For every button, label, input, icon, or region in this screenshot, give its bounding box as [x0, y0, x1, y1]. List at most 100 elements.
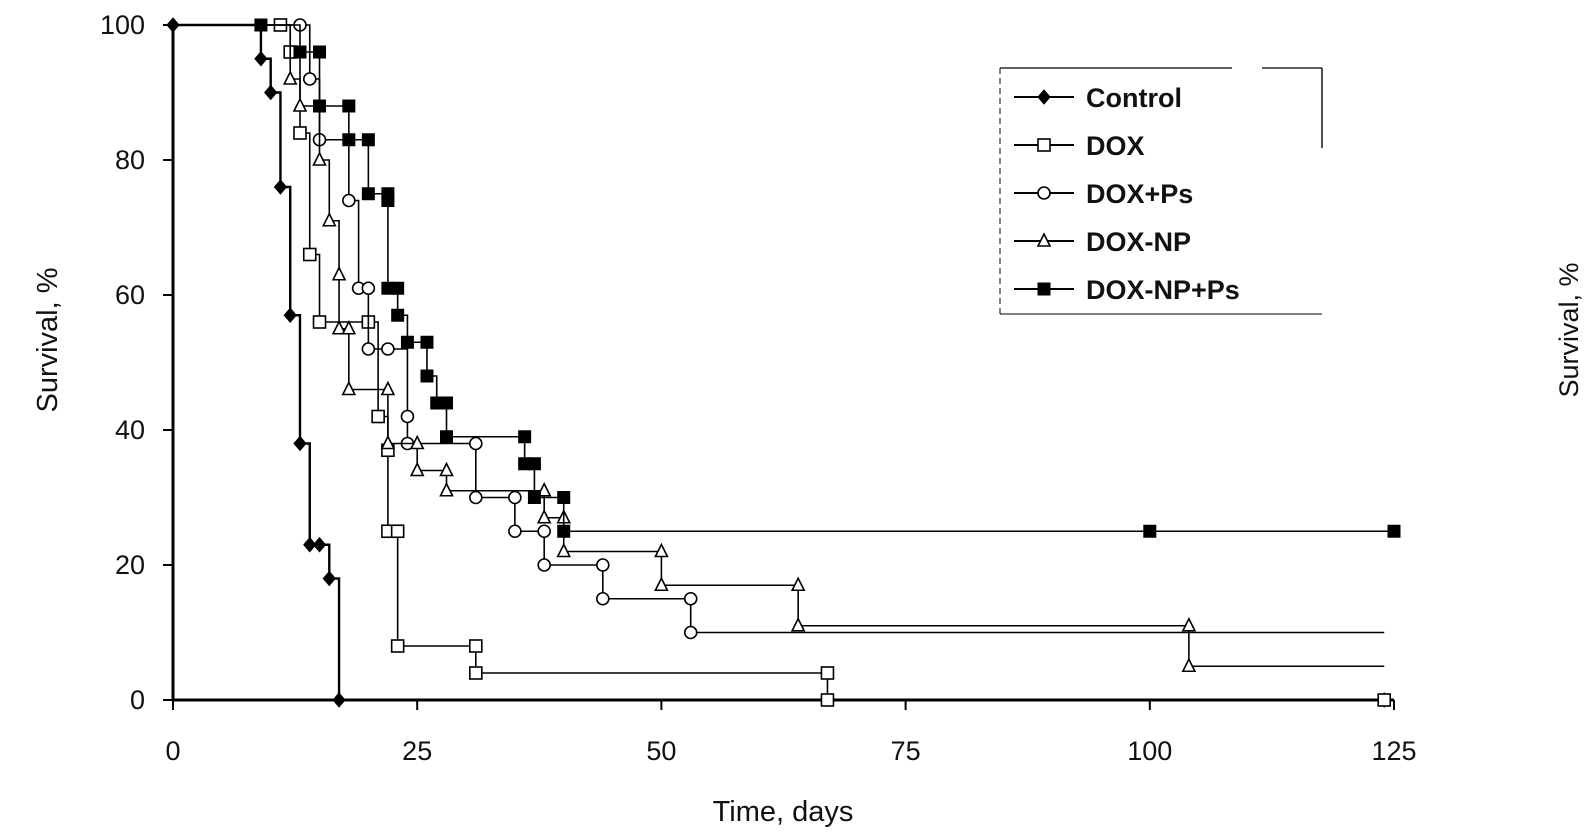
data-point-marker [654, 576, 669, 592]
x-tick-label: 25 [402, 736, 432, 766]
data-point-marker [820, 666, 835, 680]
data-point-marker [282, 70, 298, 85]
data-point-marker [380, 434, 396, 450]
data-point-marker [293, 435, 307, 452]
series-dox [173, 18, 1392, 707]
data-point-marker [380, 380, 396, 396]
series-line [173, 24, 1385, 668]
data-point-marker [302, 247, 317, 262]
x-tick-label: 0 [165, 736, 180, 766]
data-point-marker [469, 639, 483, 653]
data-point-marker [312, 536, 327, 553]
data-point-marker [332, 692, 346, 708]
data-point-marker [254, 18, 268, 32]
data-point-marker [409, 461, 425, 477]
data-point-marker [321, 211, 337, 227]
data-point-marker [390, 639, 405, 653]
data-point-marker [264, 84, 278, 101]
series-control [166, 17, 1391, 708]
series-line [173, 24, 1385, 701]
data-point-marker [400, 335, 414, 349]
y-tick-label: 0 [130, 685, 145, 715]
data-point-marker [1181, 616, 1197, 632]
legend-entry-label: DOX+Ps [1086, 179, 1193, 209]
data-point-marker [381, 194, 395, 207]
data-point-marker [440, 430, 454, 444]
y-tick-label: 40 [115, 415, 145, 445]
series-dox-np [173, 24, 1385, 673]
data-point-marker [527, 457, 541, 471]
data-point-marker [1181, 657, 1197, 673]
y-tick-label: 20 [115, 550, 145, 580]
data-point-marker [557, 491, 571, 504]
data-point-marker [1037, 282, 1051, 296]
x-tick-label: 75 [891, 736, 921, 766]
data-point-marker [518, 430, 532, 444]
data-point-marker [790, 576, 806, 592]
data-point-marker [469, 666, 483, 680]
data-point-marker [342, 133, 356, 147]
data-point-marker [341, 380, 357, 396]
x-tick-label: 100 [1127, 736, 1172, 766]
y-tick-label: 80 [115, 145, 145, 175]
data-point-marker [557, 524, 571, 538]
data-point-marker [303, 536, 317, 553]
data-point-marker [400, 409, 415, 424]
series-dox-np-ps [173, 18, 1401, 538]
data-point-marker [361, 187, 375, 201]
data-point-marker [683, 625, 698, 640]
data-point-marker [1036, 232, 1052, 247]
data-point-marker [361, 133, 375, 147]
data-point-marker [313, 45, 327, 59]
legend-entry-label: DOX-NP+Ps [1086, 275, 1240, 305]
data-point-marker [820, 693, 835, 707]
data-point-marker [536, 481, 552, 497]
series-line [173, 24, 1385, 634]
data-point-marker [331, 265, 347, 281]
data-point-marker [469, 436, 483, 451]
data-point-marker [322, 570, 336, 587]
y-axis-title: Survival, % [32, 267, 64, 412]
data-point-marker [1143, 524, 1157, 538]
data-point-marker [537, 524, 551, 539]
data-point-marker [527, 491, 541, 504]
data-point-marker [654, 542, 669, 558]
data-point-marker [508, 524, 522, 539]
x-tick-label: 125 [1371, 736, 1416, 766]
data-point-marker [439, 461, 454, 477]
data-point-marker [371, 409, 385, 424]
data-point-marker [331, 319, 347, 335]
data-point-marker [556, 542, 572, 558]
data-point-marker [302, 72, 317, 86]
x-tick-label: 50 [646, 736, 676, 766]
data-point-marker [342, 193, 356, 208]
legend-entry-label: DOX [1086, 131, 1145, 161]
data-point-marker [683, 591, 698, 606]
data-point-marker [420, 369, 434, 383]
data-point-marker [1037, 186, 1051, 200]
data-point-marker [537, 558, 551, 572]
data-point-marker [420, 335, 434, 349]
data-point-marker [439, 481, 454, 497]
data-point-marker [595, 558, 610, 572]
data-point-marker [361, 342, 376, 356]
data-point-marker [1387, 524, 1401, 538]
data-point-marker [342, 99, 356, 113]
y-tick-label: 60 [115, 280, 145, 310]
data-point-marker [381, 342, 395, 356]
series-line [173, 23, 1385, 702]
data-point-marker [595, 591, 610, 606]
data-point-marker [254, 50, 268, 67]
data-point-marker [283, 307, 297, 324]
data-point-marker [469, 490, 483, 505]
data-point-marker [391, 281, 405, 295]
data-point-marker [790, 616, 806, 632]
data-point-marker [273, 179, 288, 195]
axes: 0 20 40 60 80 100 0 25 50 75 100 125 [100, 10, 1417, 766]
data-point-marker [409, 434, 425, 450]
second-panel-y-axis-title: Survival, % [1554, 262, 1584, 397]
data-point-marker [341, 319, 357, 335]
data-point-marker [313, 99, 327, 113]
data-point-marker [1037, 89, 1051, 105]
